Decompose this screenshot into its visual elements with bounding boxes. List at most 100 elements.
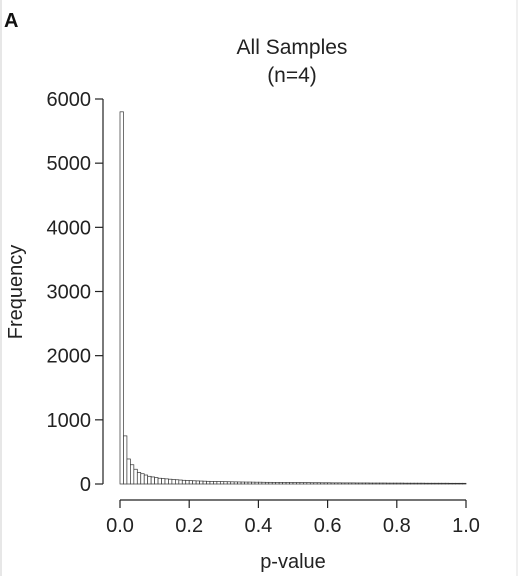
histogram-bar xyxy=(254,481,259,485)
x-axis-label: p-value xyxy=(260,551,326,573)
histogram-bar xyxy=(427,482,432,485)
y-axis-label: Frequency xyxy=(5,245,27,340)
histogram-bar xyxy=(462,482,467,485)
histogram-bar xyxy=(178,479,183,485)
histogram-bar xyxy=(119,111,124,485)
histogram-bar xyxy=(143,474,149,485)
histogram-bar xyxy=(192,480,197,485)
histogram-bar xyxy=(171,479,176,485)
histogram-bar xyxy=(261,481,266,485)
x-tick-label: 1.0 xyxy=(452,515,480,537)
histogram-bar xyxy=(372,482,377,485)
histogram-bar xyxy=(219,481,225,485)
histogram-bar xyxy=(444,482,450,485)
y-tick-label: 4000 xyxy=(47,217,92,239)
histogram-bar xyxy=(296,482,301,485)
histogram-bar xyxy=(365,482,370,485)
histogram-bar xyxy=(413,482,418,485)
histogram-bar xyxy=(361,482,367,485)
histogram-bar xyxy=(410,482,415,485)
histogram-bar xyxy=(448,482,453,485)
histogram-bar xyxy=(358,482,363,485)
histogram-bar xyxy=(123,435,128,485)
histogram-bar xyxy=(213,481,218,485)
histogram-bar xyxy=(271,482,277,485)
histogram-bar xyxy=(348,482,353,485)
histogram-bar xyxy=(341,482,346,485)
histogram-bar xyxy=(161,478,166,485)
y-tick-label: 6000 xyxy=(47,89,92,111)
histogram-bar xyxy=(389,482,394,485)
histogram-bar xyxy=(140,473,145,485)
histogram-bar xyxy=(306,482,311,485)
x-tick-label: 0.6 xyxy=(314,515,342,537)
histogram-bar xyxy=(278,482,283,485)
y-tick-label: 0 xyxy=(80,474,91,496)
histogram-bar xyxy=(303,482,308,485)
histogram-bar xyxy=(458,482,463,485)
histogram-bar xyxy=(230,481,235,485)
x-tick-label: 0.0 xyxy=(106,515,134,537)
chart-subtitle: (n=4) xyxy=(267,64,317,87)
histogram-bar xyxy=(157,477,162,485)
histogram-bar xyxy=(379,482,384,485)
histogram-bar xyxy=(264,481,270,485)
histogram-bar xyxy=(251,481,256,485)
histogram-bar xyxy=(126,458,131,485)
histogram-bar xyxy=(147,475,152,485)
histogram-bar xyxy=(188,480,194,485)
histogram-bar xyxy=(437,482,443,485)
histogram-bar xyxy=(133,468,138,485)
histogram-bar xyxy=(292,482,297,485)
histogram-bar xyxy=(441,482,446,485)
histogram-bar xyxy=(320,482,325,485)
histogram-bar xyxy=(344,482,349,485)
histogram-bar xyxy=(313,482,318,485)
histogram-bar xyxy=(285,482,290,485)
histogram-bar xyxy=(406,482,411,485)
histogram-bar xyxy=(130,464,135,485)
histogram-bar xyxy=(316,482,322,485)
histogram-bar xyxy=(420,482,425,485)
histogram-bar xyxy=(136,472,142,485)
histogram-bar xyxy=(337,482,342,485)
histogram-bar xyxy=(396,482,401,485)
x-tick-label: 0.2 xyxy=(175,515,203,537)
histogram-bar xyxy=(258,481,263,485)
histogram-bar xyxy=(244,481,249,485)
histogram-bar xyxy=(382,482,387,485)
histogram-bar xyxy=(233,481,238,485)
histogram-bar xyxy=(226,481,232,485)
histogram-bar xyxy=(392,482,398,485)
histogram-bar xyxy=(431,482,436,485)
x-tick-label: 0.8 xyxy=(383,515,411,537)
histogram-bar xyxy=(455,482,460,485)
chart-title: All Samples xyxy=(237,36,348,59)
histogram-bar xyxy=(202,480,207,485)
histogram-bar xyxy=(247,481,252,485)
histogram-bar xyxy=(185,480,190,485)
histogram-bar xyxy=(299,482,304,485)
histogram-bar xyxy=(334,482,339,485)
histogram-bar xyxy=(386,482,391,485)
histogram-bar xyxy=(223,481,228,485)
histogram-bar xyxy=(434,482,439,485)
y-tick-label: 1000 xyxy=(47,410,92,432)
histogram-bar xyxy=(368,482,373,485)
histogram-bar xyxy=(323,482,328,485)
histogram-bar xyxy=(424,482,429,485)
histogram-bar xyxy=(150,476,155,485)
histogram-bar xyxy=(403,482,408,485)
histogram-bar xyxy=(168,478,173,485)
histogram-bar xyxy=(289,482,294,485)
histogram-bar xyxy=(175,479,180,485)
histogram-bars xyxy=(119,111,467,485)
y-axis-ticks: 0 1000 2000 3000 4000 5000 6000 xyxy=(47,89,103,496)
y-tick-label: 3000 xyxy=(47,282,92,304)
histogram-bar xyxy=(199,480,204,485)
histogram-bar xyxy=(195,480,200,485)
histogram-bar xyxy=(375,482,380,485)
histogram-bar xyxy=(399,482,405,485)
histogram-bar xyxy=(354,482,360,485)
